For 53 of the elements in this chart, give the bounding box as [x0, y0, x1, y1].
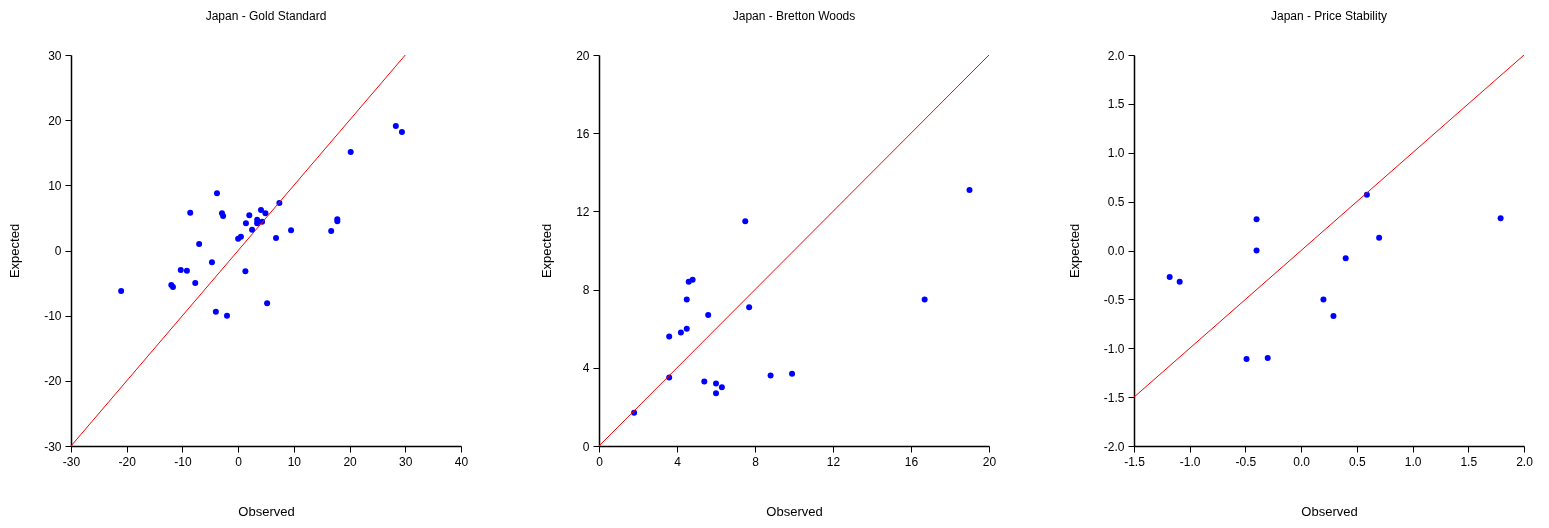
x-tick-label: 20	[982, 454, 997, 469]
x-axis-title: Observed	[238, 503, 295, 519]
x-tick-label: -30	[62, 454, 81, 469]
x-tick-label: -1.5	[1124, 454, 1146, 469]
y-tick-label: -1.5	[1103, 390, 1125, 405]
x-tick-label: 10	[287, 454, 302, 469]
x-tick-label: 2.0	[1516, 454, 1534, 469]
y-axis-title: Expected	[7, 223, 23, 279]
y-tick-label: -30	[44, 439, 62, 454]
x-tick-label: 20	[343, 454, 358, 469]
y-tick-label: 20	[576, 48, 590, 63]
y-tick-label: 1.0	[1107, 146, 1125, 161]
y-tick-label: 30	[48, 48, 62, 63]
y-tick-label: 16	[576, 126, 590, 141]
x-tick-label: 1.5	[1460, 454, 1478, 469]
x-axis-title: Observed	[766, 503, 823, 519]
y-tick-label: -0.5	[1103, 292, 1125, 307]
x-tick-label: 16	[904, 454, 919, 469]
x-tick-label: 40	[454, 454, 469, 469]
x-tick-label: -20	[118, 454, 137, 469]
x-axis-title: Observed	[1301, 503, 1358, 519]
x-tick-label: 0.0	[1293, 454, 1311, 469]
x-tick-label: 8	[752, 454, 760, 469]
y-axis-title: Expected	[539, 223, 555, 279]
y-tick-label: 10	[48, 178, 62, 193]
x-tick-label: -10	[174, 454, 192, 469]
y-tick-label: -20	[44, 374, 62, 389]
y-tick-label: 0.5	[1107, 195, 1125, 210]
y-tick-label: 8	[582, 283, 590, 298]
y-tick-label: 4	[582, 361, 590, 376]
chart-title: Japan - Price Stability	[1270, 9, 1388, 23]
y-tick-label: -2.0	[1103, 439, 1125, 454]
y-tick-label: 0	[582, 439, 590, 454]
x-tick-label: -0.5	[1235, 454, 1257, 469]
y-tick-label: 0.0	[1107, 244, 1125, 258]
y-tick-label: 2.0	[1107, 48, 1125, 63]
x-tick-label: 30	[399, 454, 413, 469]
y-tick-label: 1.5	[1107, 97, 1125, 112]
x-tick-label: -1.0	[1179, 454, 1201, 469]
y-tick-label: 12	[576, 204, 590, 219]
x-tick-label: 4	[674, 454, 682, 469]
y-tick-label: -1.0	[1103, 341, 1125, 356]
chart-title: Japan - Gold Standard	[205, 9, 327, 23]
y-tick-label: 20	[48, 113, 62, 128]
x-tick-label: 0	[596, 454, 604, 469]
y-tick-label: -10	[44, 309, 62, 324]
y-axis-title: Expected	[1066, 223, 1082, 279]
chart-title: Japan - Bretton Woods	[732, 9, 856, 23]
y-tick-label: 0	[54, 244, 62, 258]
x-tick-label: 1.0	[1404, 454, 1422, 469]
x-tick-label: 12	[826, 454, 841, 469]
x-tick-label: 0.5	[1349, 454, 1367, 469]
x-tick-label: 0	[235, 454, 243, 469]
